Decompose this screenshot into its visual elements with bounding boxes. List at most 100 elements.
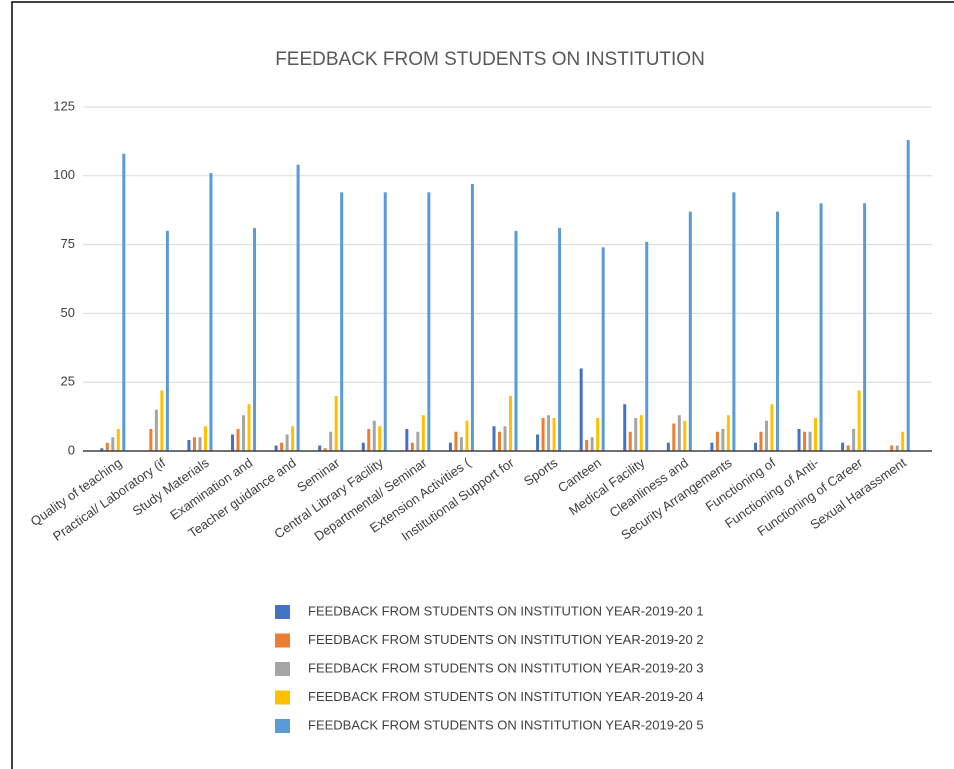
bar	[623, 404, 627, 451]
bar	[634, 417, 638, 451]
bar	[323, 448, 327, 451]
bar	[465, 420, 469, 451]
bar	[340, 192, 344, 451]
y-tick-label: 50	[61, 305, 75, 320]
bar	[558, 228, 562, 451]
bar	[688, 211, 692, 451]
bar	[116, 428, 120, 451]
bar	[192, 437, 196, 451]
bar	[416, 431, 420, 451]
legend-swatch	[275, 690, 290, 705]
bar	[732, 192, 736, 451]
bar	[890, 445, 894, 451]
legend-label: FEEDBACK FROM STUDENTS ON INSTITUTION YE…	[308, 603, 704, 618]
bar	[160, 390, 164, 451]
bar	[372, 420, 376, 451]
bar	[470, 184, 474, 451]
bar	[863, 203, 867, 451]
legend-swatch	[275, 662, 290, 676]
bar	[677, 415, 681, 451]
y-tick-label: 75	[61, 236, 75, 251]
bar	[454, 431, 458, 451]
bar	[803, 431, 807, 451]
bar	[726, 415, 730, 451]
bar	[585, 439, 589, 451]
legend-label: FEEDBACK FROM STUDENTS ON INSTITUTION YE…	[308, 717, 704, 732]
bar	[122, 153, 126, 451]
bar	[498, 431, 501, 451]
bar	[509, 395, 512, 451]
bar	[459, 437, 463, 451]
bar	[285, 434, 289, 451]
bar	[154, 409, 158, 451]
bar	[906, 140, 910, 452]
bar	[639, 415, 643, 451]
bar	[841, 442, 845, 451]
bar	[242, 415, 246, 451]
bar	[503, 426, 507, 451]
bar	[318, 445, 322, 451]
bar	[721, 428, 725, 451]
y-tick-label: 0	[68, 442, 75, 457]
bar	[645, 241, 649, 451]
bar	[274, 445, 278, 451]
legend-label: FEEDBACK FROM STUDENTS ON INSTITUTION YE…	[308, 632, 704, 647]
bar	[579, 368, 583, 451]
bar	[105, 442, 109, 451]
bar	[378, 426, 382, 451]
legend-swatch	[275, 605, 290, 619]
bar	[361, 442, 365, 451]
bar	[253, 228, 257, 451]
bar	[427, 192, 431, 451]
bar	[683, 420, 687, 451]
bar	[383, 192, 387, 451]
bar	[596, 417, 600, 451]
bar	[111, 437, 115, 451]
bar	[209, 173, 213, 451]
bar	[334, 395, 338, 451]
bar	[149, 428, 153, 451]
bar	[764, 420, 768, 451]
bar	[514, 230, 518, 451]
legend-label: FEEDBACK FROM STUDENTS ON INSTITUTION YE…	[308, 660, 704, 675]
bar	[536, 434, 540, 451]
bar	[775, 211, 779, 451]
bar	[329, 431, 333, 451]
bar	[410, 442, 414, 451]
chart-title: FEEDBACK FROM STUDENTS ON INSTITUTION	[275, 49, 705, 70]
bar	[601, 247, 605, 451]
bar	[895, 445, 899, 451]
bar	[405, 428, 409, 451]
bar	[797, 428, 801, 451]
bar	[187, 439, 191, 451]
bar	[541, 417, 545, 451]
bar	[203, 426, 207, 451]
bar	[296, 164, 300, 452]
bar	[547, 415, 551, 451]
bar	[165, 230, 169, 451]
bar	[448, 442, 452, 451]
legend-label: FEEDBACK FROM STUDENTS ON INSTITUTION YE…	[308, 689, 704, 704]
bar	[367, 428, 371, 451]
bar	[247, 404, 251, 451]
bar	[808, 431, 812, 451]
bar	[814, 417, 818, 451]
chart-border	[11, 1, 954, 769]
bar	[628, 431, 632, 451]
bar	[715, 431, 719, 451]
bar	[770, 404, 774, 451]
y-tick-label: 125	[53, 98, 75, 113]
bar	[672, 423, 676, 451]
bar	[846, 445, 850, 451]
bar	[236, 428, 240, 451]
bar	[100, 448, 104, 451]
bar	[291, 426, 295, 451]
bar	[231, 434, 235, 451]
bar	[552, 417, 556, 451]
bar	[590, 437, 594, 451]
legend-swatch	[275, 633, 290, 648]
y-tick-label: 100	[53, 167, 75, 182]
bar	[819, 203, 823, 451]
bar	[759, 431, 763, 451]
bar	[753, 442, 757, 451]
